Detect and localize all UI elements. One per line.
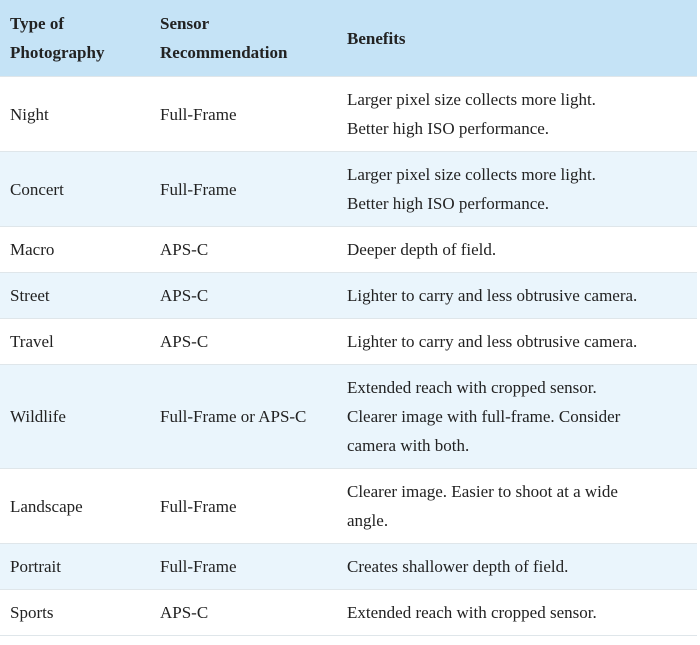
table-cell: Concert — [0, 151, 150, 227]
table-cell: Full-Frame — [150, 543, 337, 590]
table-cell: Extended reach with cropped sensor. — [337, 589, 697, 636]
table-row: Landscape Full-Frame Clearer image. Easier… — [0, 468, 697, 544]
table-cell: APS-C — [150, 272, 337, 319]
table-cell: Deeper depth of field. — [337, 226, 697, 273]
table-cell: Full-Frame — [150, 76, 337, 152]
table-cell: Wildlife — [0, 364, 150, 469]
table-cell: APS-C — [150, 318, 337, 365]
table-cell: APS-C — [150, 589, 337, 636]
header-row: Type of Photography Sensor Recommendation… — [0, 0, 697, 77]
table-row: Night Full-Frame Larger pixel size collect… — [0, 76, 697, 152]
table-cell: Landscape — [0, 468, 150, 544]
header-cell: Benefits — [337, 0, 697, 77]
table-cell: Portrait — [0, 543, 150, 590]
table-row: Travel APS-C Lighter to carry and less obt… — [0, 318, 697, 365]
table-cell: Night — [0, 76, 150, 152]
table-cell: Creates shallower depth of field. — [337, 543, 697, 590]
table-cell: Lighter to carry and less obtrusive came… — [337, 272, 697, 319]
table-cell: Lighter to carry and less obtrusive came… — [337, 318, 697, 365]
table-cell: Macro — [0, 226, 150, 273]
table-body: Night Full-Frame Larger pixel size collect… — [0, 76, 697, 636]
table-row: Sports APS-C Extended reach with cropped s… — [0, 589, 697, 636]
header-cell: Type of Photography — [0, 0, 150, 77]
table-cell: Extended reach with cropped sensor. Clea… — [337, 364, 697, 469]
table-row: Portrait Full-Frame Creates shallower dept… — [0, 543, 697, 590]
header-cell: Sensor Recommendation — [150, 0, 337, 77]
table-cell: Sports — [0, 589, 150, 636]
table-row: Wildlife Full-Frame or APS-C Extended reac… — [0, 364, 697, 469]
table-row: Street APS-C Lighter to carry and less obt… — [0, 272, 697, 319]
table-cell: APS-C — [150, 226, 337, 273]
table-cell: Full-Frame — [150, 151, 337, 227]
table-cell: Full-Frame or APS-C — [150, 364, 337, 469]
table-cell: Travel — [0, 318, 150, 365]
table-cell: Larger pixel size collects more light. B… — [337, 151, 697, 227]
table-row: Macro APS-C Deeper depth of field. — [0, 226, 697, 273]
table-cell: Larger pixel size collects more light. B… — [337, 76, 697, 152]
table-cell: Clearer image. Easier to shoot at a wide… — [337, 468, 697, 544]
table-cell: Full-Frame — [150, 468, 337, 544]
table-cell: Street — [0, 272, 150, 319]
table-row: Concert Full-Frame Larger pixel size colle… — [0, 151, 697, 227]
